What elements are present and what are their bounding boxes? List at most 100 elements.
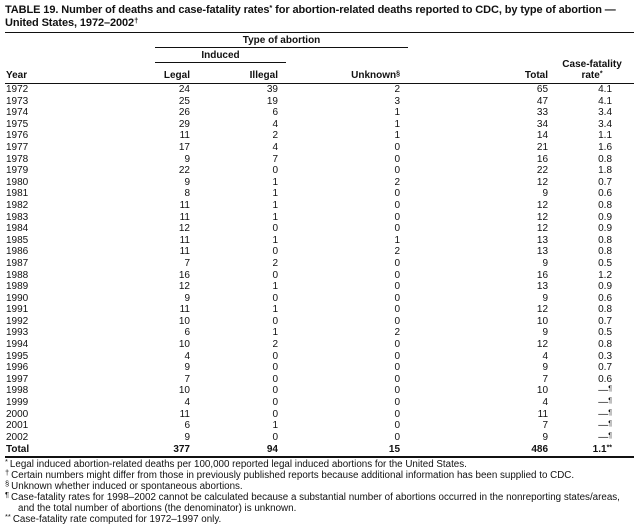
case-fatality-rate-cell: 1.2 [598, 269, 613, 281]
total-deaths-cell: 12 [536, 223, 549, 235]
illegal-deaths-cell: 0 [272, 362, 278, 374]
total-deaths-cell: 4 [542, 350, 549, 362]
case-fatality-rate-cell: —¶ [598, 385, 613, 397]
illegal-deaths-cell: 0 [272, 315, 278, 327]
legal-deaths-cell: 11 [179, 211, 190, 223]
unknown-deaths-cell: 0 [394, 188, 401, 200]
case-fatality-rate-cell: 0.8 [598, 234, 613, 246]
year-cell: 1986 [6, 246, 29, 258]
footnote-asterisk: * Legal induced abortion-related deaths p… [5, 457, 631, 471]
unknown-column-spacer [286, 48, 408, 63]
year-cell: 1977 [6, 141, 29, 153]
illegal-deaths-cell: 1 [272, 176, 278, 188]
total-deaths-cell: 12 [536, 199, 549, 211]
case-fatality-rate-cell: 1.8 [598, 165, 613, 177]
title-footnote-marker-dagger: † [134, 15, 139, 25]
illegal-deaths-cell: 0 [272, 246, 278, 258]
unknown-deaths-cell: 0 [394, 350, 401, 362]
year-cell: 1993 [6, 327, 29, 339]
unknown-deaths-cell: 0 [394, 223, 401, 235]
total-deaths-cell: 9 [542, 431, 549, 443]
illegal-deaths-cell: 0 [272, 431, 278, 443]
illegal-deaths-cell: 4 [272, 141, 278, 153]
legal-deaths-cell: 11 [179, 408, 190, 420]
illegal-deaths-cell: 4 [272, 118, 278, 130]
illegal-deaths-cell: 0 [272, 350, 278, 362]
total-deaths-cell: 34 [536, 118, 549, 130]
total-deaths-cell: 16 [536, 269, 549, 281]
title-footnote-marker-asterisk: * [269, 3, 273, 12]
case-fatality-rate-cell: 0.5 [598, 257, 613, 269]
year-cell: 1981 [6, 188, 29, 200]
table-row: 1992 10 0 0 10 0.7 [5, 316, 634, 328]
total-deaths-cell: 10 [536, 385, 549, 397]
case-fatality-rate-cell: 0.8 [598, 153, 613, 165]
total-deaths-cell: 65 [536, 84, 549, 95]
unknown-deaths-cell: 0 [394, 431, 401, 443]
unknown-deaths-cell: 0 [394, 292, 401, 304]
illegal-deaths-cell: 19 [266, 95, 278, 107]
case-fatality-rate-cell: —¶ [598, 408, 613, 420]
legal-deaths-cell: 26 [178, 107, 190, 119]
legal-deaths-cell: 29 [178, 118, 190, 130]
illegal-deaths-cell: 1 [272, 199, 278, 211]
total-deaths-cell: 13 [536, 234, 549, 246]
footnote-double-asterisk: ** Case-fatality rate computed for 1972–1… [5, 511, 631, 526]
illegal-deaths-cell: 2 [272, 339, 278, 351]
legal-deaths-cell: 12 [178, 281, 190, 293]
illegal-deaths-cell: 0 [272, 373, 278, 385]
unknown-deaths-cell: 0 [394, 373, 401, 385]
total-deaths-cell: 12 [536, 176, 549, 188]
total-deaths-cell: 7 [542, 420, 549, 432]
case-fatality-rate-cell: 0.7 [598, 362, 613, 374]
total-deaths-cell: 22 [536, 165, 549, 177]
title-text-2: for abortion-related deaths reported to … [5, 4, 616, 29]
case-fatality-rate-cell: 0.8 [598, 246, 613, 258]
group-header-type-of-abortion: Type of abortion [155, 32, 409, 48]
table-row: 1977 17 4 0 21 1.6 [5, 142, 634, 154]
year-cell: 1988 [6, 269, 29, 281]
year-cell: 1980 [6, 176, 29, 188]
legal-deaths-cell: 25 [178, 95, 190, 107]
year-cell: 1987 [6, 257, 29, 269]
table-row: 1989 12 1 0 13 0.9 [5, 281, 634, 293]
legal-deaths-cell: 9 [184, 153, 190, 165]
table-row: 1978 9 7 0 16 0.8 [5, 154, 634, 166]
unknown-deaths-cell: 0 [394, 211, 401, 223]
total-deaths-cell: 33 [536, 107, 549, 119]
year-cell: 1985 [6, 234, 29, 246]
case-fatality-rate-cell: 0.6 [598, 188, 613, 200]
footnote-marker: ¶ [5, 490, 10, 500]
case-fatality-rate-cell: 0.9 [598, 281, 613, 293]
legal-deaths-cell: 6 [184, 420, 190, 432]
illegal-deaths-cell: 39 [266, 84, 278, 95]
col-header-illegal: Illegal [198, 62, 286, 84]
year-cell: 1972 [6, 84, 29, 95]
table-row: 1981 8 1 0 9 0.6 [5, 188, 634, 200]
total-deaths-cell: 13 [536, 246, 549, 258]
case-fatality-header-line2: rate [581, 70, 600, 81]
table-row: 1974 26 6 1 33 3.4 [5, 107, 634, 119]
total-deaths-cell: 10 [536, 315, 549, 327]
total-deaths-cell: 11 [537, 408, 549, 420]
unknown-deaths-cell: 2 [394, 84, 401, 95]
case-fatality-rate-cell: 0.3 [598, 350, 613, 362]
footnote-marker: * [5, 457, 8, 467]
case-fatality-rate-cell: 0.6 [598, 292, 613, 304]
case-fatality-rate-cell: —¶ [598, 397, 613, 409]
unknown-deaths-cell: 0 [394, 397, 401, 409]
year-cell: 2002 [6, 431, 29, 443]
case-fatality-rate-cell: 0.8 [598, 199, 613, 211]
footnotes: * Legal induced abortion-related deaths p… [5, 457, 631, 526]
total-deaths-cell: 12 [536, 339, 549, 351]
year-cell: 1994 [6, 339, 29, 351]
footnote-marker: ** [5, 511, 11, 521]
legal-deaths-cell: 17 [178, 141, 190, 153]
unknown-deaths-cell: 1 [394, 234, 401, 246]
case-fatality-rate-cell: —¶ [598, 431, 613, 443]
year-cell: 1979 [6, 165, 29, 177]
col-header-unknown: Unknown§ [286, 62, 409, 84]
case-fatality-rate-cell: 0.5 [598, 327, 613, 339]
legal-deaths-cell: 10 [178, 339, 190, 351]
table-row: 1976 11 2 1 14 1.1 [5, 130, 634, 142]
